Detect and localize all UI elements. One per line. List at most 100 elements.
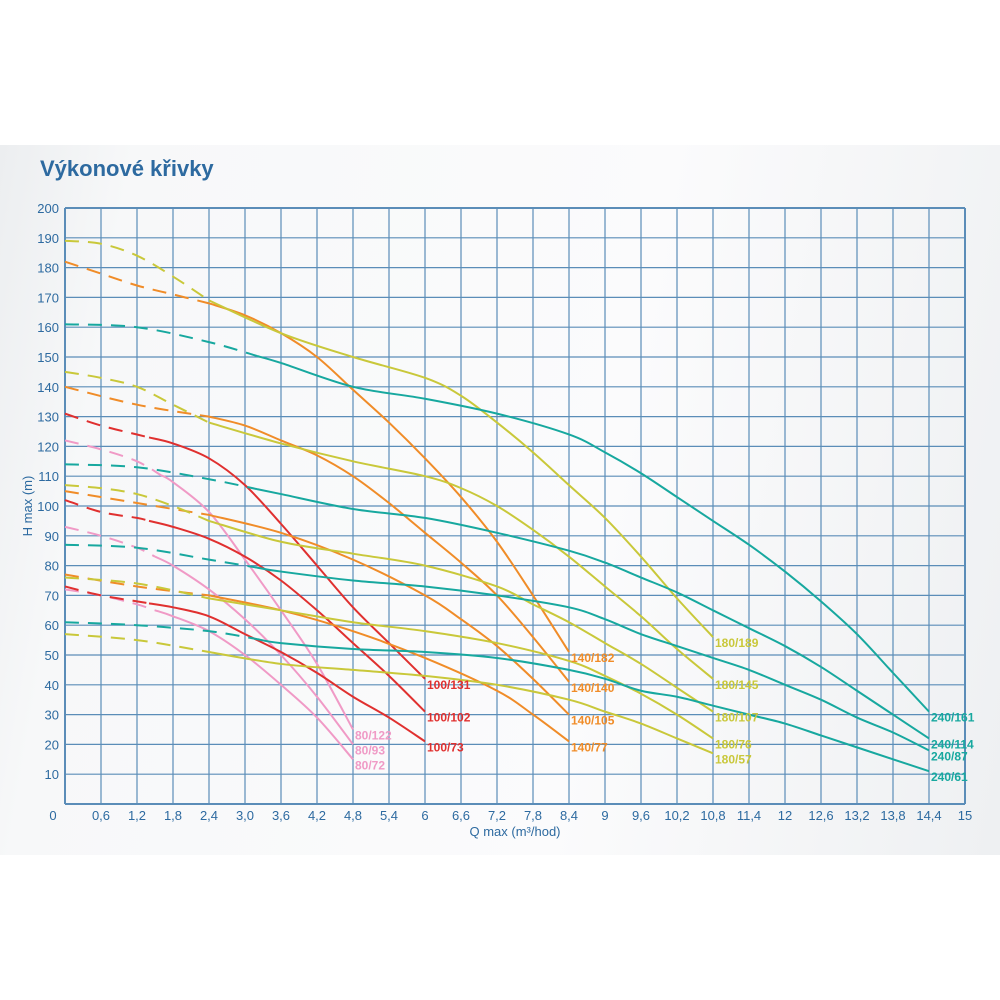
curve-240-61 [256,638,930,773]
curve-dashed-180-145 [64,370,210,424]
series-label: 140/77 [571,740,608,754]
series-label: 240/114 [931,737,974,751]
x-tick-label: 4,2 [308,808,326,823]
series-label: 180/145 [715,678,759,692]
y-tick-label: 40 [45,678,59,693]
series-label: 100/102 [427,711,471,725]
series-label: 100/73 [427,740,464,754]
series-label: 180/57 [715,752,752,766]
curve-dashed-240-161 [64,323,258,357]
x-tick-label: 3,6 [272,808,290,823]
series-label: 180/189 [715,636,759,650]
chart-panel [0,145,1000,855]
curve-dashed-240-61 [64,621,258,641]
curve-180-57 [208,651,714,755]
x-tick-label: 13,8 [880,808,905,823]
curve-180-145 [208,421,714,680]
y-tick-label: 90 [45,529,59,544]
curve-80-122 [160,474,354,730]
curve-140-182 [208,302,570,653]
y-tick-label: 130 [37,410,59,425]
x-tick-label: 1,2 [128,808,146,823]
x-tick-label: 4,8 [344,808,362,823]
y-tick-label: 170 [37,290,59,305]
chart-title: Výkonové křivky [40,156,214,181]
y-tick-label: 110 [38,469,59,484]
x-tick-label: 0 [49,808,56,823]
x-tick-label: 10,2 [664,808,689,823]
y-tick-label: 150 [37,350,59,365]
series-label: 80/72 [355,758,385,772]
x-tick-label: 6,6 [452,808,470,823]
y-tick-label: 80 [45,559,59,574]
curve-100-73 [148,602,426,743]
curve-dashed-240-114 [64,463,258,491]
curve-240-87 [256,566,930,752]
x-tick-label: 9,6 [632,808,650,823]
x-tick-label: 15 [958,808,972,823]
curve-dashed-140-182 [64,260,210,305]
x-tick-label: 14,4 [916,808,941,823]
curve-140-105 [208,513,570,716]
y-tick-label: 100 [37,499,59,514]
curve-180-189 [208,299,714,638]
curve-dashed-140-105 [64,490,210,516]
curve-dashed-100-73 [64,585,150,605]
curve-dashed-140-77 [64,573,210,597]
tick-labels: 0 0,6 1,2 1,8 2,4 3,0 3,6 4,2 4,8 5,4 6 6,6 7,2 7,8 8,… [37,201,972,823]
y-tick-label: 180 [37,261,59,276]
x-tick-label: 12,6 [808,808,833,823]
x-tick-label: 13,2 [844,808,869,823]
y-tick-label: 60 [45,618,59,633]
x-tick-label: 11,4 [737,808,761,823]
series-label: 240/61 [931,770,968,784]
x-tick-label: 9 [601,808,608,823]
y-tick-label: 160 [37,320,59,335]
curve-80-72 [154,609,354,760]
curve-140-140 [208,415,570,683]
grid [64,207,966,805]
y-tick-label: 200 [37,201,59,216]
x-tick-label: 8,4 [560,808,578,823]
x-tick-label: 5,4 [380,808,398,823]
series-label: 80/122 [355,729,392,743]
y-axis-label: H max (m) [20,476,35,537]
x-tick-label: 10,8 [700,808,725,823]
curve-dashed-80-122 [64,439,162,477]
curve-dashed-180-57 [64,633,210,654]
curve-240-161 [256,355,930,713]
x-tick-label: 2,4 [200,808,218,823]
series-label: 100/131 [427,678,471,692]
curve-dashed-180-107 [64,484,210,522]
curve-dashed-180-189 [64,239,210,302]
curve-dashed-240-87 [64,543,258,569]
series-label: 140/140 [571,681,615,695]
x-axis-label: Q max (m³/hod) [469,824,560,839]
series-label: 180/107 [715,711,759,725]
series-label: 80/93 [355,743,385,757]
curve-240-114 [256,488,930,740]
y-tick-label: 50 [45,648,59,663]
curve-dashed-100-102 [64,499,150,522]
x-tick-label: 1,8 [164,808,182,823]
curve-dashed-100-131 [64,412,150,439]
y-tick-label: 120 [37,439,59,454]
x-tick-label: 7,2 [488,808,506,823]
curve-dashed-180-76 [64,576,210,600]
y-tick-label: 190 [37,231,59,246]
curve-100-131 [148,436,426,680]
series-label: 140/105 [571,714,615,728]
x-tick-label: 6 [421,808,428,823]
x-tick-label: 3,0 [236,808,254,823]
y-tick-label: 20 [45,737,59,752]
curve-dashed-140-140 [64,385,210,418]
curve-180-107 [208,519,714,713]
series-label: 140/182 [571,651,615,665]
series-label: 240/161 [931,711,975,725]
y-tick-label: 30 [45,708,59,723]
x-tick-label: 7,8 [524,808,542,823]
y-tick-label: 10 [45,767,59,782]
y-tick-label: 70 [45,588,59,603]
